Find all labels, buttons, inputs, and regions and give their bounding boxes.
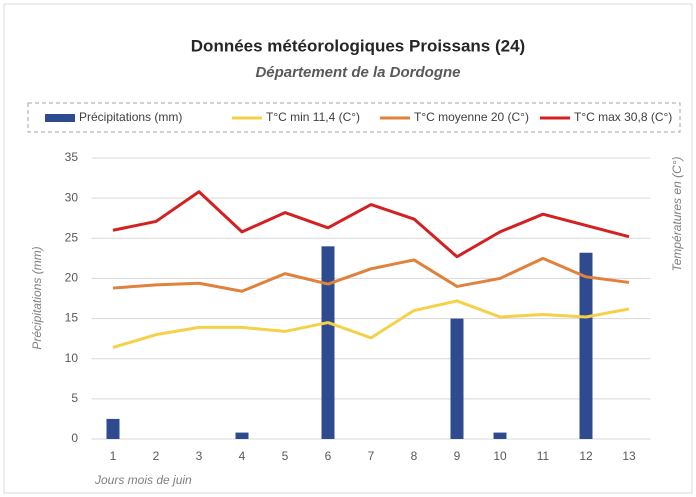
line	[112, 256, 630, 293]
y-tick-label: 35	[65, 150, 79, 164]
y-tick-label: 10	[65, 351, 79, 365]
line	[112, 190, 630, 259]
x-tick-label: 7	[368, 449, 375, 463]
bar	[321, 246, 335, 439]
x-tick-label: 5	[282, 449, 289, 463]
chart-border	[3, 3, 693, 494]
y-tick-label: 20	[65, 271, 79, 285]
x-tick-label: 3	[196, 449, 203, 463]
bar	[579, 252, 593, 439]
bar	[450, 318, 464, 439]
chart-title: Données météorologiques Proissans (24)	[191, 36, 525, 55]
y2-axis-label: Températures en (C°)	[670, 156, 684, 271]
y-tick-label: 25	[65, 230, 79, 244]
x-tick-label: 12	[579, 449, 593, 463]
x-tick-label: 6	[325, 449, 332, 463]
y-tick-label: 0	[71, 431, 78, 445]
y-axis-label: Précipitations (mm)	[30, 246, 44, 349]
x-tick-label: 13	[622, 449, 636, 463]
legend-swatch	[45, 114, 75, 122]
x-tick-label: 4	[239, 449, 246, 463]
legend-box	[27, 102, 681, 133]
legend-label: T°C max 30,8 (C°)	[574, 110, 672, 124]
y-tick-label: 30	[65, 190, 79, 204]
legend-label: T°C min 11,4 (C°)	[266, 110, 360, 124]
line	[112, 299, 630, 349]
y-tick-label: 5	[71, 391, 78, 405]
legend-label: Précipitations (mm)	[79, 110, 182, 124]
x-tick-label: 2	[153, 449, 160, 463]
x-tick-label: 1	[110, 449, 117, 463]
bar	[235, 432, 249, 439]
x-tick-label: 10	[493, 449, 507, 463]
x-tick-label: 8	[411, 449, 418, 463]
y-tick-label: 15	[65, 311, 79, 325]
legend-label: T°C moyenne 20 (C°)	[414, 110, 529, 124]
x-axis-label: Jours mois de juin	[94, 473, 192, 487]
bar	[106, 418, 120, 439]
bar	[493, 432, 507, 439]
x-tick-label: 9	[454, 449, 461, 463]
chart-subtitle: Département de la Dordogne	[255, 64, 460, 81]
x-tick-label: 11	[537, 449, 550, 463]
